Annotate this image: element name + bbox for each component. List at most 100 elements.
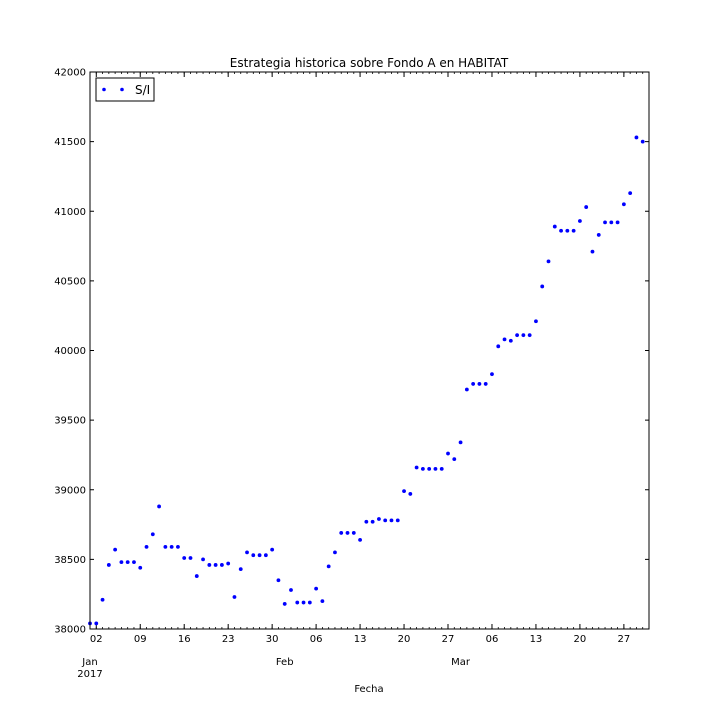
data-point [420,466,425,471]
data-point [490,372,494,377]
data-point [452,457,457,462]
data-point [188,556,193,560]
data-point [433,466,438,471]
legend-marker [120,87,124,92]
data-point [483,382,488,386]
data-point [402,489,406,494]
data-point [559,228,563,233]
data-point [414,465,419,470]
legend-box [95,77,155,102]
data-point [571,228,576,233]
data-point [182,556,187,560]
x-tick-label: 20 [574,634,587,645]
data-point [471,382,476,386]
data-point [590,249,595,254]
x-year-label: 2017 [77,669,102,680]
x-month-label: Mar [451,657,471,668]
data-point [609,220,614,225]
data-point [282,602,287,606]
data-point [584,205,589,209]
data-point [213,563,218,567]
data-point [351,531,356,535]
legend-label-s-i: S/I [135,83,150,97]
data-point [320,599,325,604]
data-point [245,550,249,555]
data-point [314,586,319,591]
data-point [640,139,645,144]
data-point [496,344,501,349]
x-tick-label: 23 [222,634,235,645]
data-point [270,547,275,552]
y-tick-label: 39000 [54,485,86,496]
x-tick-label: 13 [530,634,543,645]
y-tick-label: 38500 [54,555,86,566]
data-point [326,564,331,569]
y-tick-label: 40000 [54,346,86,357]
data-point [263,553,268,558]
data-point [333,550,337,555]
data-point [552,224,557,229]
x-axis-label: Fecha [354,684,383,695]
data-point [345,531,350,535]
data-point [289,588,293,592]
data-point [157,504,161,509]
data-point [370,519,375,524]
data-point [251,553,256,558]
data-point [232,595,237,599]
axis-ticks: 38000 38500 39000 39500 40000 40500 41000 41500… [54,68,650,680]
data-point [458,440,463,445]
x-tick-label: 27 [442,634,455,645]
data-point [132,560,136,565]
data-point [603,220,607,225]
y-tick-label: 41500 [54,137,86,148]
legend: S/I [95,77,155,102]
data-point [540,284,545,289]
data-point [176,544,180,549]
data-point [194,574,199,578]
x-month-label: Jan [81,657,97,668]
data-point [119,560,124,565]
data-point [464,387,469,392]
x-tick-label: 06 [310,634,323,645]
x-tick-label: 30 [266,634,279,645]
data-point [307,600,312,605]
data-point [169,544,174,549]
x-tick-label: 02 [90,634,103,645]
data-point [408,492,413,496]
data-point [138,565,143,570]
data-point [427,466,432,471]
data-point [439,466,444,471]
data-point [383,518,388,523]
data-point [395,518,400,523]
plot-area-frame [89,71,650,630]
y-tick-label: 38000 [54,625,86,636]
data-point [219,563,224,567]
data-point [144,544,149,549]
data-point [446,451,450,456]
data-point [207,563,212,567]
y-tick-label: 39500 [54,416,86,427]
x-tick-label: 09 [134,634,147,645]
data-point [113,547,118,552]
data-point [201,557,205,562]
chart-title: Estrategia historica sobre Fondo A en HA… [230,56,509,70]
data-point [634,135,639,140]
data-point [100,597,105,602]
data-point [94,621,99,626]
data-point [534,319,538,324]
data-point [515,333,520,338]
data-point [364,519,369,524]
data-point [596,233,601,237]
data-point [389,518,394,523]
data-point [226,561,231,566]
data-point [377,517,381,521]
data-point [295,600,300,605]
data-point [257,553,262,558]
data-point [125,560,130,565]
data-point [301,600,306,605]
data-point [615,220,620,225]
data-point [621,202,626,207]
data-point [508,338,513,343]
x-tick-label: 06 [486,634,499,645]
